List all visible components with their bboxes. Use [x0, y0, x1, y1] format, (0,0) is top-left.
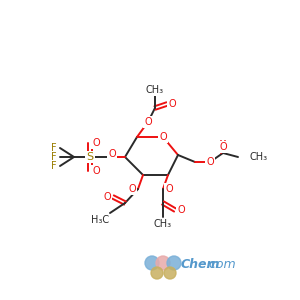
Text: O: O	[103, 192, 111, 202]
Text: F: F	[51, 161, 57, 171]
Circle shape	[167, 256, 181, 270]
Text: CH₃: CH₃	[250, 152, 268, 162]
Text: O: O	[219, 142, 227, 152]
Circle shape	[156, 256, 170, 270]
Text: O: O	[177, 205, 185, 215]
Text: .com: .com	[205, 259, 236, 272]
Circle shape	[164, 267, 176, 279]
Text: CH₃: CH₃	[146, 85, 164, 95]
Text: O: O	[128, 184, 136, 194]
Text: Chem: Chem	[181, 259, 220, 272]
Text: O: O	[159, 132, 167, 142]
Circle shape	[145, 256, 159, 270]
Text: O: O	[92, 138, 100, 148]
Text: O: O	[92, 166, 100, 176]
Text: O: O	[165, 184, 173, 194]
Circle shape	[151, 267, 163, 279]
Text: H₃C: H₃C	[91, 215, 109, 225]
Text: F: F	[51, 143, 57, 153]
Text: S: S	[86, 152, 94, 162]
Text: O: O	[206, 157, 214, 167]
Text: O: O	[144, 117, 152, 127]
Text: O: O	[108, 149, 116, 159]
Text: CH₃: CH₃	[154, 219, 172, 229]
Text: F: F	[51, 152, 57, 162]
Text: O: O	[168, 99, 176, 109]
